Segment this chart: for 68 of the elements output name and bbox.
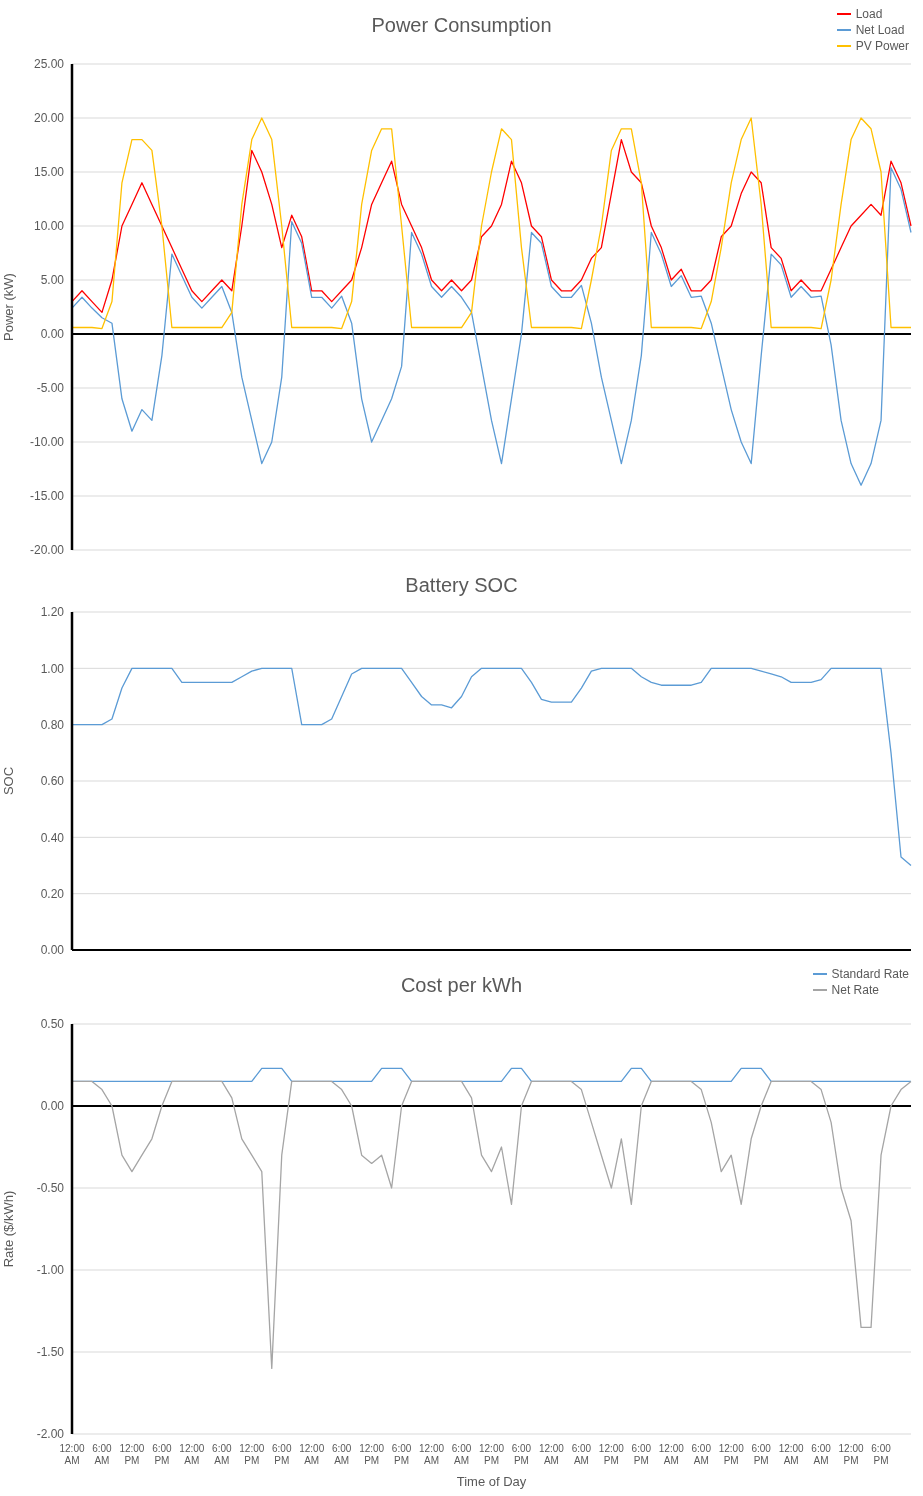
line-series bbox=[71, 667, 912, 867]
y-tick-label: 0.00 bbox=[40, 1099, 65, 1114]
y-tick-label: 0.80 bbox=[40, 717, 65, 732]
y-axis-title: SOC bbox=[0, 766, 16, 796]
x-tick-label: 12:00 PM bbox=[119, 1443, 145, 1466]
x-tick-label: 6:00 AM bbox=[92, 1443, 113, 1466]
y-tick-label: 10.00 bbox=[33, 219, 65, 234]
x-tick-label: 6:00 PM bbox=[391, 1443, 412, 1466]
x-tick-label: 6:00 AM bbox=[212, 1443, 232, 1466]
x-tick-label: 12:00 PM bbox=[838, 1443, 865, 1466]
y-tick-label: 1.20 bbox=[40, 605, 65, 620]
legend-label: Load bbox=[855, 6, 883, 22]
y-tick-label: 1.00 bbox=[40, 661, 65, 676]
y-tick-label: -5.00 bbox=[36, 381, 65, 396]
y-tick-label: -20.00 bbox=[29, 543, 65, 558]
y-tick-label: 5.00 bbox=[40, 273, 65, 288]
x-tick-label: 12:00 PM bbox=[718, 1443, 745, 1466]
x-tick-label: 6:00 AM bbox=[691, 1443, 712, 1466]
y-axis-title: Rate ($/kWh) bbox=[0, 1190, 16, 1268]
y-tick-label: 15.00 bbox=[33, 165, 65, 180]
y-tick-label: 0.00 bbox=[40, 943, 65, 958]
x-tick-label: 6:00 PM bbox=[511, 1443, 532, 1466]
x-tick-label: 6:00 AM bbox=[331, 1443, 352, 1466]
x-tick-label: 12:00 AM bbox=[59, 1443, 85, 1466]
x-tick-label: 12:00 PM bbox=[239, 1443, 265, 1466]
y-tick-label: -1.00 bbox=[36, 1263, 65, 1278]
x-tick-label: 6:00 AM bbox=[451, 1443, 472, 1466]
chart-title: Cost per kWh bbox=[400, 974, 523, 996]
x-tick-label: 6:00 PM bbox=[871, 1443, 892, 1466]
x-tick-label: 12:00 AM bbox=[658, 1443, 685, 1466]
y-tick-label: -10.00 bbox=[29, 435, 65, 450]
x-tick-label: 12:00 AM bbox=[299, 1443, 325, 1466]
legend-label: Standard Rate bbox=[831, 966, 909, 982]
x-tick-label: 12:00 PM bbox=[598, 1443, 625, 1466]
y-tick-label: 0.20 bbox=[40, 886, 65, 901]
legend-label: Net Load bbox=[855, 22, 905, 38]
x-tick-label: 12:00 AM bbox=[778, 1443, 805, 1466]
y-tick-label: 0.00 bbox=[40, 327, 65, 342]
chart-title: Battery SOC bbox=[404, 574, 519, 597]
y-tick-label: -15.00 bbox=[29, 489, 65, 504]
y-tick-label: 0.50 bbox=[40, 1017, 65, 1032]
chart-title: Power Consumption bbox=[371, 14, 552, 36]
y-tick-label: 0.60 bbox=[40, 774, 65, 789]
legend-label: PV Power bbox=[855, 38, 909, 54]
x-tick-label: 6:00 AM bbox=[811, 1443, 832, 1466]
x-tick-label: 12:00 AM bbox=[179, 1443, 205, 1466]
y-tick-label: 25.00 bbox=[33, 57, 65, 72]
x-tick-label: 12:00 PM bbox=[478, 1443, 505, 1466]
y-tick-label: -0.50 bbox=[36, 1181, 65, 1196]
x-tick-label: 12:00 AM bbox=[419, 1443, 445, 1466]
x-axis-title: Time of Day bbox=[455, 1474, 528, 1489]
y-tick-label: 20.00 bbox=[33, 111, 65, 126]
y-tick-label: -2.00 bbox=[36, 1427, 65, 1442]
x-tick-label: 6:00 AM bbox=[571, 1443, 592, 1466]
x-tick-label: 12:00 AM bbox=[538, 1443, 565, 1466]
x-tick-label: 6:00 PM bbox=[272, 1443, 292, 1466]
x-tick-label: 12:00 PM bbox=[359, 1443, 385, 1466]
legend-label: Net Rate bbox=[831, 982, 879, 998]
line-series bbox=[71, 167, 912, 486]
line-series bbox=[71, 138, 912, 314]
y-tick-label: 0.40 bbox=[40, 830, 65, 845]
x-tick-label: 6:00 PM bbox=[751, 1443, 772, 1466]
x-tick-label: 6:00 PM bbox=[631, 1443, 652, 1466]
y-axis-title: Power (kW) bbox=[0, 273, 16, 341]
line-series bbox=[71, 117, 912, 330]
line-series bbox=[71, 1080, 912, 1370]
y-tick-label: -1.50 bbox=[36, 1345, 65, 1360]
x-tick-label: 6:00 PM bbox=[152, 1443, 173, 1466]
